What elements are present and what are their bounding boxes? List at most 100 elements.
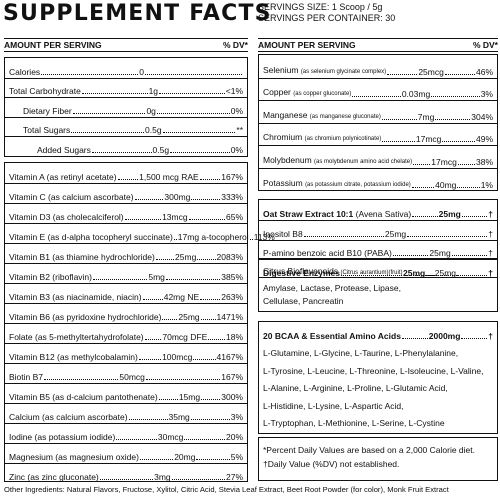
nutrient-amount: 0.03mg (401, 89, 431, 100)
nutrient-dv: 18% (226, 332, 244, 342)
nutrient-dv: † (488, 267, 494, 278)
nutrient-row: Vitamin D3 (as cholecalciferol) 13mcg 65% (5, 203, 247, 223)
nutrient-amount: 35mg (168, 412, 190, 422)
nutrient-dv: 2083% (216, 252, 243, 262)
nutrient-row: P-amino benzoic acid B10 (PABA) 25mg † (259, 239, 497, 260)
nutrient-amount: 70mcg DFE (162, 332, 208, 342)
enzymes-dv: † (488, 268, 493, 278)
nutrient-amount: 0.5g (152, 144, 170, 155)
nutrient-amount: 0.5g (145, 125, 162, 136)
nutrient-name: Vitamin E (as d-alpha tocopheryl succina… (9, 232, 173, 242)
nutrient-dv: 1% (480, 179, 493, 190)
enzymes-box: Digestive Enzymes 25mg † Amylase, Lactas… (258, 258, 498, 312)
amino-contents: L-Glutamine, L-Glycine, L-Taurine, L-Phe… (263, 348, 484, 428)
nutrient-amount: 40mg (435, 179, 457, 190)
nutrient-name: Vitamin B1 (as thiamine hydrochloride) (9, 252, 155, 262)
other-ingredients: Other Ingredients: Natural Flavors, Fruc… (4, 485, 449, 494)
nutrient-row: Chromium (as chromium polynicotinate) 17m… (259, 122, 497, 146)
enzymes-title-row: Digestive Enzymes 25mg † (259, 259, 497, 279)
nutrient-row: Vitamin B3 (as niacinamide, niacin) 42mg … (5, 283, 247, 303)
nutrient-dv: 46% (475, 66, 493, 77)
nutrient-row: Dietary Fiber 0g 0% (5, 97, 247, 117)
nutrient-name: Inositol B8 (263, 228, 303, 239)
nutrient-source: (as manganese gluconate) (309, 113, 381, 120)
nutrient-dv: 0% (230, 105, 244, 116)
amino-title-row: 20 BCAA & Essential Amino Acids 2000mg † (259, 322, 497, 342)
nutrient-name: Manganese (as manganese gluconate) (263, 109, 381, 120)
nutrient-dv: 27% (226, 472, 244, 482)
nutrient-dv: 333% (221, 192, 243, 202)
nutrient-name: Vitamin D3 (as cholecalciferol) (9, 212, 124, 222)
enzymes-contents: Amylase, Lactase, Protease, Lipase, Cell… (263, 283, 401, 306)
nutrient-row: Potassium (as potassium citrate, potassi… (259, 168, 497, 191)
nutrient-row: Vitamin B2 (riboflavin) 5mg 385% (5, 263, 247, 283)
nutrient-amount: 0g (146, 105, 156, 116)
nutrient-dv: 0% (230, 144, 243, 155)
right-column-header: AMOUNT PER SERVING % DV* (258, 38, 498, 52)
nutrient-row: Folate (as 5-methyltertahydrofolate) 70mc… (5, 323, 247, 343)
nutrient-amount: 25mg (434, 267, 457, 278)
serving-info: SERVINGS SIZE: 1 Scoop / 5g SERVINGS PER… (258, 2, 395, 24)
nutrient-name: Vitamin B12 (as methylcobalamin) (9, 352, 138, 362)
serving-size: SERVINGS SIZE: 1 Scoop / 5g (258, 2, 383, 12)
nutrient-dv: 38% (476, 156, 494, 167)
nutrient-dv: † (488, 248, 494, 258)
nutrient-name: Vitamin B6 (as pyridoxine hydrochloride) (9, 312, 162, 322)
amount-per-serving-label: AMOUNT PER SERVING (4, 40, 102, 50)
nutrient-name: Vitamin B5 (as d-calcium pantothenate) (9, 392, 158, 402)
nutrient-source: (as chromium polynicotinate) (304, 136, 382, 143)
notes-box: *Percent Daily Values are based on a 2,0… (258, 437, 498, 481)
nutrient-amount: 17mg a-tocopherol (177, 232, 249, 242)
nutrient-row: Vitamin B5 (as d-calcium pantothenate) 15… (5, 383, 247, 403)
amino-title: 20 BCAA & Essential Amino Acids (263, 331, 401, 341)
nutrient-source: (as selenium glycinate complex) (300, 68, 387, 75)
nutrient-dv: 5% (230, 452, 244, 462)
nutrient-dv: 304% (471, 111, 494, 122)
nutrient-name: Folate (as 5-methyltertahydrofolate) (9, 332, 144, 342)
nutrient-dv: 113% (253, 232, 275, 242)
nutrient-row: Manganese (as manganese gluconate) 7mg 304… (259, 100, 497, 123)
nutrient-name: Dietary Fiber (23, 105, 72, 116)
amino-amount: 2000mg (428, 331, 461, 341)
amount-per-serving-label: AMOUNT PER SERVING (258, 40, 356, 50)
nutrient-amount: 25mg (175, 252, 197, 262)
nutrient-source: (Citrus aurantium)(fruit) (340, 269, 403, 276)
nutrient-row: Inositol B8 25mg † (259, 220, 497, 240)
nutrient-amount: 20mg (174, 452, 196, 462)
nutrient-name: Molybdenum (as molybdenum amino acid che… (263, 154, 413, 165)
nutrient-name: Vitamin A (as retinyl acetate) (9, 172, 117, 182)
nutrient-dv: † (488, 228, 494, 239)
nutrient-row: Zinc (as zinc gluconate) 3mg 27% (5, 463, 247, 483)
nutrient-amount: 1g (148, 86, 159, 97)
nutrient-amount: 7mg (417, 111, 435, 122)
nutrient-amount: 3mg (154, 472, 171, 482)
nutrient-row: Copper (as copper gluconate) 0.03mg 3% (259, 77, 497, 101)
minerals-box: Selenium (as selenium glycinate complex)… (258, 54, 498, 191)
nutrient-row: Vitamin E (as d-alpha tocopheryl succina… (5, 223, 275, 243)
nutrient-row: Vitamin B6 (as pyridoxine hydrochloride)… (5, 303, 247, 323)
nutrient-name: Vitamin B3 (as niacinamide, niacin) (9, 292, 142, 302)
dagger-footnote: †Daily Value (%DV) not established. (263, 459, 400, 469)
nutrient-amount: 25mg (178, 312, 200, 322)
nutrient-row: Calcium (as calcium ascorbate) 35mg 3% (5, 403, 247, 423)
servings-per-container: SERVINGS PER CONTAINER: 30 (258, 13, 396, 23)
nutrient-amount: 17mcg (431, 156, 457, 167)
nutrient-amount: 25mg (384, 228, 407, 239)
nutrient-row: Total Sugars 0.5g ** (5, 116, 247, 137)
nutrient-amount: 42mg NE (163, 292, 200, 302)
nutrient-name: Potassium (as potassium citrate, potassi… (263, 177, 411, 188)
nutrient-amount: 50mcg (119, 372, 145, 382)
herbal-blend-box: Oat Straw Extract 10:1 (Avena Sativa) 25… (258, 199, 498, 278)
nutrient-name: Biotin B7 (9, 372, 44, 382)
nutrient-amount: 25mcg (418, 66, 444, 77)
nutrient-dv: 3% (480, 89, 493, 100)
nutrient-dv: 385% (221, 272, 244, 282)
nutrient-dv: ** (236, 125, 244, 136)
nutrient-name: Selenium (as selenium glycinate complex) (263, 64, 387, 75)
nutrient-row: Molybdenum (as molybdenum amino acid che… (259, 145, 497, 168)
nutrient-name: Calories (9, 66, 41, 77)
nutrient-name: Chromium (as chromium polynicotinate) (263, 132, 382, 143)
nutrient-amount: 5mg (148, 272, 165, 282)
panel-title: SUPPLEMENT FACTS (3, 1, 272, 26)
nutrient-row: Iodine (as potassium iodide) 30mcg 20% (5, 423, 247, 443)
